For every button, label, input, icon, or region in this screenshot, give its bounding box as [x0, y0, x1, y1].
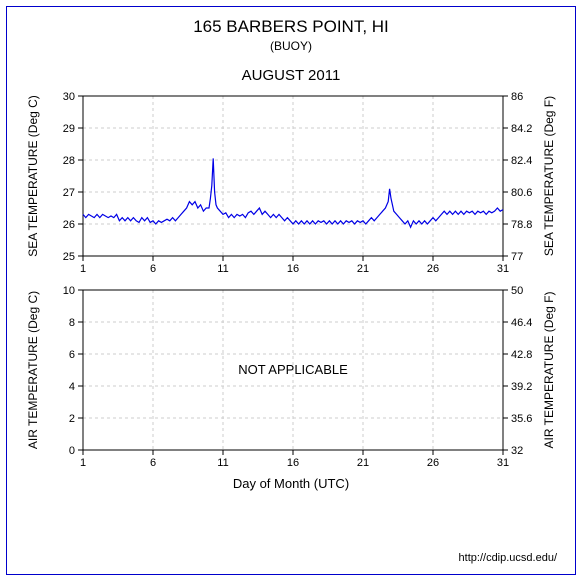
- svg-text:77: 77: [511, 251, 523, 263]
- svg-text:16: 16: [287, 457, 299, 469]
- svg-text:SEA TEMPERATURE (Deg F): SEA TEMPERATURE (Deg F): [542, 96, 556, 256]
- svg-text:25: 25: [63, 251, 75, 263]
- svg-text:SEA TEMPERATURE (Deg C): SEA TEMPERATURE (Deg C): [26, 95, 40, 257]
- sea-temperature-chart: 1611162126312526272829307778.880.682.484…: [21, 88, 561, 278]
- title-block: 165 BARBERS POINT, HI (BUOY) AUGUST 2011: [7, 17, 575, 84]
- svg-text:80.6: 80.6: [511, 187, 532, 199]
- svg-text:8: 8: [69, 317, 75, 329]
- svg-text:78.8: 78.8: [511, 219, 532, 231]
- svg-text:31: 31: [497, 457, 509, 469]
- svg-text:21: 21: [357, 457, 369, 469]
- air-temperature-chart: 16111621263102468103235.639.242.846.450A…: [21, 282, 561, 472]
- svg-text:32: 32: [511, 445, 523, 457]
- period-title: AUGUST 2011: [7, 67, 575, 84]
- svg-text:1: 1: [80, 457, 86, 469]
- footer-url: http://cdip.ucsd.edu/: [459, 552, 557, 564]
- svg-text:AIR TEMPERATURE (Deg C): AIR TEMPERATURE (Deg C): [26, 291, 40, 449]
- svg-text:86: 86: [511, 91, 523, 103]
- svg-text:NOT APPLICABLE: NOT APPLICABLE: [238, 362, 348, 377]
- svg-text:6: 6: [69, 349, 75, 361]
- svg-text:11: 11: [217, 263, 228, 275]
- svg-text:27: 27: [63, 187, 75, 199]
- svg-text:16: 16: [287, 263, 299, 275]
- svg-text:21: 21: [357, 263, 369, 275]
- svg-text:11: 11: [217, 457, 228, 469]
- svg-text:1: 1: [80, 263, 86, 275]
- main-title: 165 BARBERS POINT, HI: [7, 17, 575, 37]
- svg-text:0: 0: [69, 445, 75, 457]
- outer-frame: 165 BARBERS POINT, HI (BUOY) AUGUST 2011…: [6, 6, 576, 575]
- svg-text:6: 6: [150, 457, 156, 469]
- svg-text:26: 26: [427, 263, 439, 275]
- svg-text:84.2: 84.2: [511, 123, 532, 135]
- svg-text:AIR TEMPERATURE (Deg F): AIR TEMPERATURE (Deg F): [542, 292, 556, 449]
- svg-text:30: 30: [63, 91, 75, 103]
- svg-text:6: 6: [150, 263, 156, 275]
- svg-text:35.6: 35.6: [511, 413, 532, 425]
- svg-text:2: 2: [69, 413, 75, 425]
- svg-text:10: 10: [63, 285, 75, 297]
- svg-text:42.8: 42.8: [511, 349, 532, 361]
- svg-text:26: 26: [427, 457, 439, 469]
- x-axis-label: Day of Month (UTC): [7, 476, 575, 491]
- svg-text:82.4: 82.4: [511, 155, 532, 167]
- svg-text:4: 4: [69, 381, 75, 393]
- svg-text:28: 28: [63, 155, 75, 167]
- subtitle: (BUOY): [7, 39, 575, 53]
- svg-text:29: 29: [63, 123, 75, 135]
- svg-text:39.2: 39.2: [511, 381, 532, 393]
- svg-text:46.4: 46.4: [511, 317, 532, 329]
- svg-text:31: 31: [497, 263, 509, 275]
- svg-text:50: 50: [511, 285, 523, 297]
- svg-text:26: 26: [63, 219, 75, 231]
